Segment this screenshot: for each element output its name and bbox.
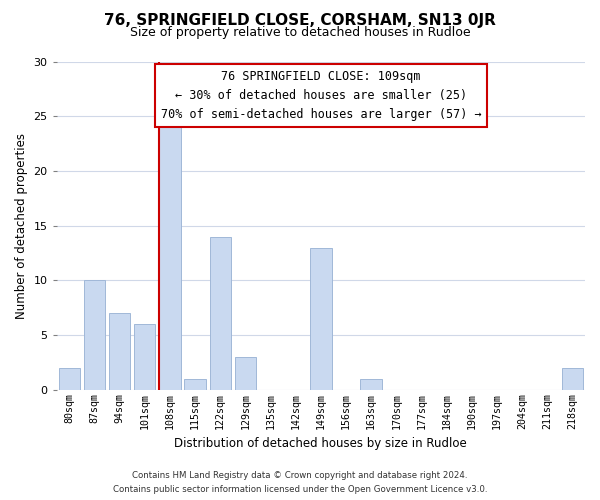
Bar — [310, 248, 332, 390]
Bar — [134, 324, 155, 390]
Y-axis label: Number of detached properties: Number of detached properties — [15, 132, 28, 318]
Bar — [184, 379, 206, 390]
Bar — [209, 236, 231, 390]
Bar — [59, 368, 80, 390]
Text: Contains HM Land Registry data © Crown copyright and database right 2024.
Contai: Contains HM Land Registry data © Crown c… — [113, 472, 487, 494]
Bar — [109, 314, 130, 390]
Bar — [361, 379, 382, 390]
X-axis label: Distribution of detached houses by size in Rudloe: Distribution of detached houses by size … — [175, 437, 467, 450]
Text: 76 SPRINGFIELD CLOSE: 109sqm
← 30% of detached houses are smaller (25)
70% of se: 76 SPRINGFIELD CLOSE: 109sqm ← 30% of de… — [161, 70, 481, 120]
Bar — [562, 368, 583, 390]
Bar — [235, 357, 256, 390]
Text: 76, SPRINGFIELD CLOSE, CORSHAM, SN13 0JR: 76, SPRINGFIELD CLOSE, CORSHAM, SN13 0JR — [104, 12, 496, 28]
Bar — [159, 127, 181, 390]
Text: Size of property relative to detached houses in Rudloe: Size of property relative to detached ho… — [130, 26, 470, 39]
Bar — [84, 280, 105, 390]
